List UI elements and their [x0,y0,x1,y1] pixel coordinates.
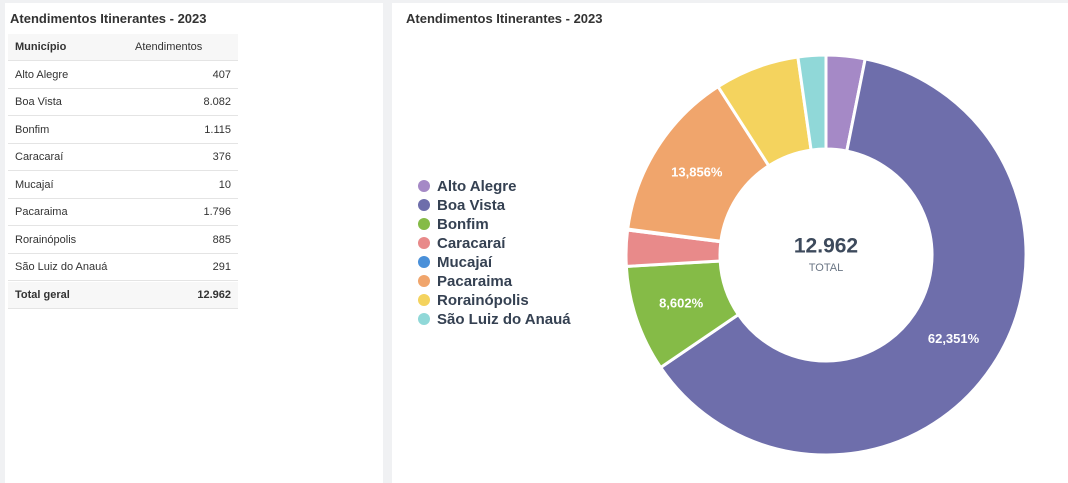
slice-label: 8,602% [659,296,704,311]
legend-label: Pacaraima [437,273,513,290]
table-cell: 407 [128,62,238,89]
legend-swatch [418,218,430,230]
legend-swatch [418,237,430,249]
legend-label: Bonfim [437,216,489,233]
table-cell: 1.796 [128,199,238,226]
table-cell: 1.115 [128,117,238,144]
legend-label: Mucajaí [437,254,493,271]
legend-label: Alto Alegre [437,178,516,195]
table-panel: Atendimentos Itinerantes - 2023 Municípi… [5,3,383,483]
chart: 62,351% 8,602% 13,856% 12.962 TOTAL Alto Aleg… [418,53,1028,457]
table-cell: Bonfim [8,117,128,144]
legend-label: Rorainópolis [437,292,529,309]
table-cell: Pacaraima [8,199,128,226]
slice-label: 13,856% [671,164,723,179]
table-cell: 885 [128,227,238,254]
donut-slice [796,53,828,152]
legend-swatch [418,199,430,211]
table-cell: Caracaraí [8,144,128,171]
table-cell: 12.962 [128,281,238,309]
table-cell: 376 [128,144,238,171]
table-title: Atendimentos Itinerantes - 2023 [10,11,207,26]
chart-title: Atendimentos Itinerantes - 2023 [406,11,603,26]
donut-slice [658,57,1028,457]
table-cell: 291 [128,254,238,281]
legend-label: Boa Vista [437,197,506,214]
legend-swatch [418,275,430,287]
table-cell: Alto Alegre [8,62,128,89]
legend-swatch [418,180,430,192]
slice-label: 62,351% [928,331,980,346]
table-cell: Total geral [8,281,128,309]
legend-swatch [418,294,430,306]
table-cell: 10 [128,172,238,199]
legend-swatch [418,256,430,268]
table: Município Atendimentos Alto Alegre 407 Boa V… [8,34,238,314]
table-cell: Rorainópolis [8,227,128,254]
center-label: TOTAL [809,262,843,274]
table-cell: Mucajaí [8,172,128,199]
legend-label: Caracaraí [437,235,506,252]
table-cell: Atendimentos [128,34,238,61]
table-cell: Município [8,34,128,61]
table-cell: São Luiz do Anauá [8,254,128,281]
table-cell: Boa Vista [8,89,128,116]
center-value: 12.962 [794,235,858,258]
legend-swatch [418,313,430,325]
table-cell: 8.082 [128,89,238,116]
legend-label: São Luiz do Anauá [437,311,571,328]
